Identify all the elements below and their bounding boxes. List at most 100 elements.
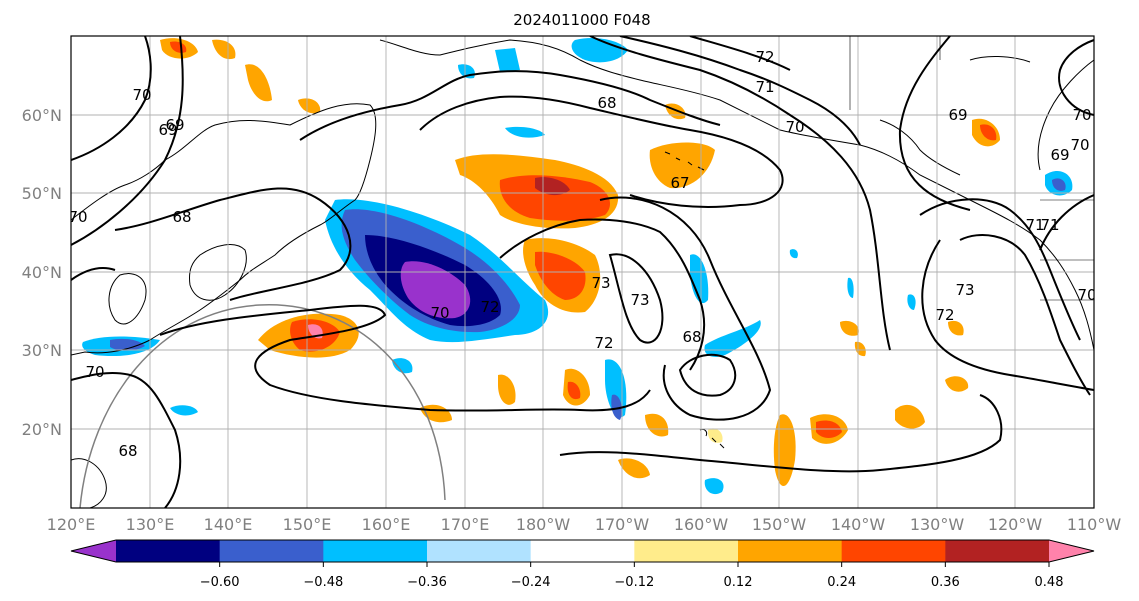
shade-orange-10	[498, 374, 516, 405]
shade-cyan-8	[505, 126, 545, 138]
shade-orange-22	[212, 39, 236, 60]
coastline-arctic	[969, 56, 1031, 63]
colorbar-ticks: −0.60 −0.48 −0.36 −0.24 −0.12 0.12 0.24 0.36 0.4…	[200, 562, 1139, 590]
colorbar-outline	[70, 539, 1095, 563]
shade-orange-19	[948, 320, 964, 336]
lon-label: 170°E	[441, 515, 490, 534]
lat-label: 30°N	[22, 341, 62, 360]
contour-label: 72	[594, 334, 613, 352]
aleutian-islands	[664, 151, 705, 171]
contour-label: 70	[430, 304, 449, 322]
colorbar-segments	[71, 540, 1094, 562]
lat-label: 50°N	[22, 184, 62, 203]
lon-label: 120°E	[47, 515, 96, 534]
colorbar-tick-label: −0.36	[407, 575, 447, 590]
contour-label: 69	[1050, 146, 1069, 164]
colorbar-tick-label: −0.12	[614, 575, 654, 590]
colorbar-segment	[219, 540, 324, 562]
colorbar-segment	[427, 540, 532, 562]
positive-anomaly-shading	[160, 38, 1000, 487]
contour-label: 72	[480, 298, 499, 316]
contour-label: 72	[755, 48, 774, 66]
shade-cyan-bering	[571, 38, 628, 63]
contour-label: 68	[682, 328, 701, 346]
shade-cyan-11	[704, 478, 724, 495]
lon-label: 180°W	[516, 515, 571, 534]
shade-blue-6	[1052, 178, 1066, 191]
coastline-japan	[189, 244, 247, 301]
shade-cyan-13	[907, 294, 916, 310]
contour-label: 73	[955, 281, 974, 299]
colorbar-tick-label: 0.12	[724, 575, 753, 590]
coastline-philippines	[71, 458, 107, 508]
shade-orange-20	[298, 98, 321, 114]
colorbar-segment	[530, 540, 635, 562]
contour-label: 69	[948, 106, 967, 124]
height-contours	[71, 36, 1094, 508]
contour-label: 70	[1072, 106, 1091, 124]
contour-label: 71	[1025, 216, 1044, 234]
coastline-bc	[879, 119, 961, 176]
colorbar-segment	[323, 540, 428, 562]
lat-label: 40°N	[22, 263, 62, 282]
shade-blue-4	[611, 394, 623, 420]
colorbar-extend-min	[71, 540, 116, 562]
contour-label: 68	[597, 94, 616, 112]
shade-cyan-7	[170, 405, 198, 416]
shade-orange-6	[649, 142, 715, 189]
contour-label: 68	[118, 442, 137, 460]
contour-label: 69	[158, 121, 177, 139]
lon-label: 130°E	[126, 515, 175, 534]
contour-label: 70	[68, 208, 87, 226]
contour-labels: 70 69 68 70 70 68 72 71 70 68 67 73 73 7…	[68, 48, 1094, 460]
map-panel: 70 69 68 70 70 68 72 71 70 68 67 73 73 7…	[22, 35, 1122, 534]
shade-orange-5	[245, 64, 272, 102]
lon-label: 110°W	[1067, 515, 1122, 534]
lon-label: 170°W	[595, 515, 650, 534]
gridlines	[71, 36, 1094, 508]
colorbar-tick-label: 0.24	[827, 575, 856, 590]
contour-label: 70	[132, 86, 151, 104]
lon-label: 130°W	[910, 515, 965, 534]
shade-orange-16	[618, 458, 650, 479]
figure-title: 2024011000 F048	[513, 11, 650, 29]
colorbar-tick-label: −0.24	[511, 575, 551, 590]
lat-label: 60°N	[22, 106, 62, 125]
coastline-canada	[1037, 59, 1094, 171]
contour-label: 70	[785, 118, 804, 136]
contour-label: 72	[935, 306, 954, 324]
contour-label: 73	[630, 291, 649, 309]
colorbar-segment	[945, 540, 1050, 562]
contour-label: 68	[172, 208, 191, 226]
coastline-alaska-na	[379, 39, 1094, 351]
shade-yellow-1	[707, 428, 723, 443]
lon-label: 160°W	[674, 515, 729, 534]
lon-label: 140°E	[204, 515, 253, 534]
map-frame	[70, 35, 1095, 509]
shade-cyan-2	[495, 48, 520, 72]
shade-cyan-14	[847, 277, 854, 298]
lat-label: 20°N	[22, 420, 62, 439]
shade-cyan-4	[605, 359, 627, 418]
range-circle	[79, 304, 446, 508]
colorbar-extend-max	[1049, 540, 1094, 562]
shade-orange-14	[895, 404, 925, 429]
shade-cyan-5	[704, 320, 761, 357]
contour-label: 73	[591, 274, 610, 292]
shade-cyan-12	[789, 249, 798, 259]
lon-label: 150°E	[283, 515, 332, 534]
coastline-korea	[108, 273, 147, 325]
colorbar-tick-label: 0.48	[1035, 575, 1064, 590]
colorbar-segment	[841, 540, 946, 562]
shade-red-2	[535, 251, 586, 300]
shade-orange-17	[840, 320, 859, 336]
colorbar-segment	[738, 540, 843, 562]
lon-label: 120°W	[988, 515, 1043, 534]
colorbar-segment	[634, 540, 739, 562]
longitude-labels: 120°E 130°E 140°E 150°E 160°E 170°E 180°…	[47, 515, 1122, 534]
shade-orange-15	[945, 376, 969, 392]
coastline-asia	[71, 103, 377, 356]
shade-blue-japan	[110, 338, 145, 351]
shade-cyan-3	[690, 254, 709, 304]
shade-purple-nwpac	[400, 261, 471, 319]
